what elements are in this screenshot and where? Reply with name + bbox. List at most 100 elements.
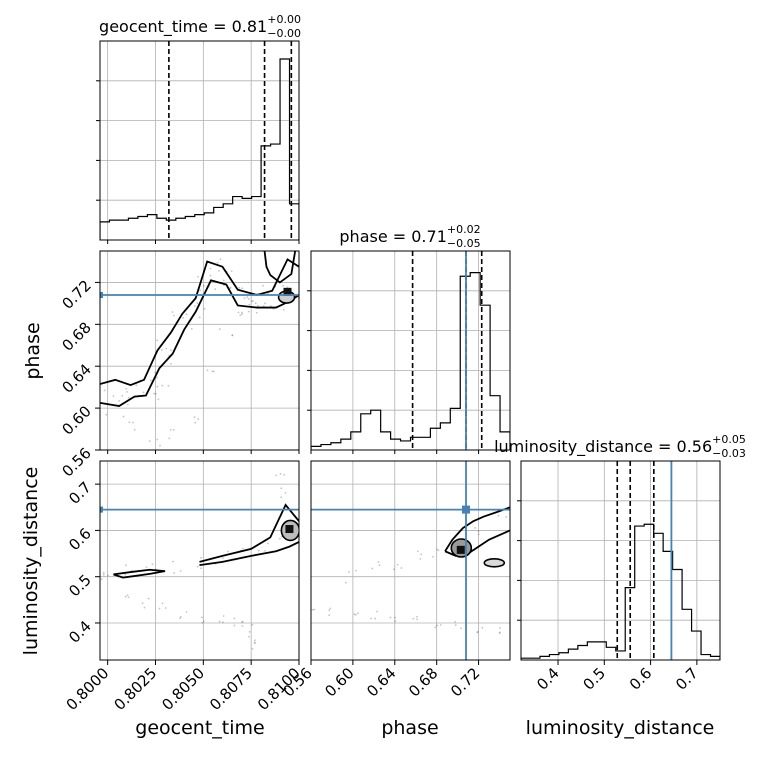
panel-frame: [99, 40, 300, 241]
density-peak: [285, 525, 294, 534]
title-lower-error: −0.05: [447, 237, 481, 250]
sample-point: [394, 620, 397, 623]
x-axis-label-geocent_time: geocent_time: [135, 717, 264, 739]
sample-point: [218, 620, 221, 623]
sample-point: [201, 616, 203, 619]
sample-point: [267, 542, 269, 545]
sample-point: [282, 308, 285, 311]
sample-point: [133, 428, 136, 431]
sample-point: [230, 270, 233, 273]
sample-point: [262, 305, 265, 308]
sample-point: [126, 390, 128, 393]
contour-level: [483, 558, 506, 568]
sample-point: [194, 421, 197, 424]
panel-frame: [99, 460, 300, 661]
title-phase: phase = 0.71 +0.02−0.05: [339, 223, 480, 250]
sample-point: [151, 563, 154, 566]
sample-point: [200, 567, 202, 570]
sample-point: [132, 421, 134, 424]
title-geocent_time: geocent_time = 0.81 +0.00−0.00: [99, 13, 301, 40]
title-lower-error: −0.00: [267, 27, 301, 40]
sample-point: [254, 302, 257, 305]
contour-level: [113, 568, 166, 579]
title-text: geocent_time = 0.81: [99, 17, 267, 37]
sample-point: [112, 395, 115, 398]
x-tick-label-phase: 0.72: [447, 664, 483, 700]
sample-point: [400, 567, 403, 569]
sample-point: [477, 530, 480, 533]
sample-point: [282, 284, 285, 287]
sample-point: [156, 376, 158, 379]
sample-point: [124, 573, 127, 576]
sample-point: [161, 602, 164, 605]
sample-point: [512, 506, 514, 508]
sample-point: [118, 400, 121, 402]
sample-point: [241, 287, 244, 290]
sample-point: [222, 621, 224, 624]
sample-point: [102, 571, 105, 574]
sample-point: [251, 300, 254, 302]
sample-point: [200, 556, 203, 559]
sample-point: [255, 311, 258, 314]
sample-point: [179, 615, 182, 618]
sample-point: [370, 617, 372, 620]
truth-marker: [462, 505, 471, 514]
sample-point: [474, 527, 477, 529]
sample-point: [348, 571, 350, 574]
y-tick-label-phase: 0.60: [58, 402, 94, 438]
panel-luminosity_distance-vs-phase: [311, 461, 514, 660]
y-tick-label-luminosity_distance: 0.6: [65, 525, 95, 555]
contour-level: [199, 541, 299, 567]
contour-level: [100, 258, 299, 387]
sample-point: [231, 334, 234, 337]
sample-point: [100, 578, 103, 581]
sample-point: [202, 620, 205, 623]
x-tick-label-geocent_time: 0.8050: [158, 664, 208, 714]
sample-point: [481, 626, 484, 629]
sample-point: [437, 549, 440, 552]
sample-point: [439, 624, 442, 626]
panel-frame: [99, 250, 300, 451]
sample-point: [280, 487, 283, 490]
sample-point: [218, 328, 221, 330]
sample-point: [498, 632, 501, 635]
sample-point: [393, 568, 395, 571]
sample-point: [243, 297, 246, 300]
x-axis-label-luminosity_distance: luminosity_distance: [526, 717, 715, 739]
sample-point: [142, 391, 145, 394]
sample-point: [165, 347, 168, 350]
sample-point: [202, 284, 205, 287]
sample-point: [241, 625, 244, 627]
sample-point: [239, 314, 242, 317]
truth-marker: [100, 506, 103, 513]
sample-point: [158, 607, 161, 610]
sample-point: [143, 606, 146, 609]
truth-marker: [100, 291, 103, 298]
panel-frame: [310, 250, 511, 451]
contour-level: [444, 506, 510, 552]
sample-point: [128, 421, 131, 424]
sample-point: [254, 639, 256, 642]
sample-point: [505, 516, 508, 518]
y-tick-label-luminosity_distance: 0.7: [65, 478, 95, 508]
sample-point: [328, 609, 331, 611]
sample-point: [240, 311, 243, 314]
sample-point: [105, 413, 108, 416]
sample-point: [416, 615, 418, 618]
sample-point: [222, 279, 225, 282]
histogram-panel-phase: [311, 251, 510, 450]
sample-point: [173, 572, 176, 574]
title-upper-error: +0.05: [712, 433, 746, 446]
panel-luminosity_distance-vs-geocent_time: [100, 461, 299, 660]
panel-phase-vs-geocent_time: [100, 251, 299, 450]
sample-point: [145, 566, 148, 569]
x-tick-label-geocent_time: 0.8075: [206, 664, 256, 714]
sample-point: [122, 415, 125, 418]
sample-point: [280, 496, 283, 499]
density-peak: [283, 287, 292, 296]
sample-point: [412, 617, 415, 620]
sample-point: [251, 647, 254, 650]
sample-point: [103, 389, 106, 392]
sample-point: [190, 328, 193, 330]
sample-point: [179, 570, 182, 572]
